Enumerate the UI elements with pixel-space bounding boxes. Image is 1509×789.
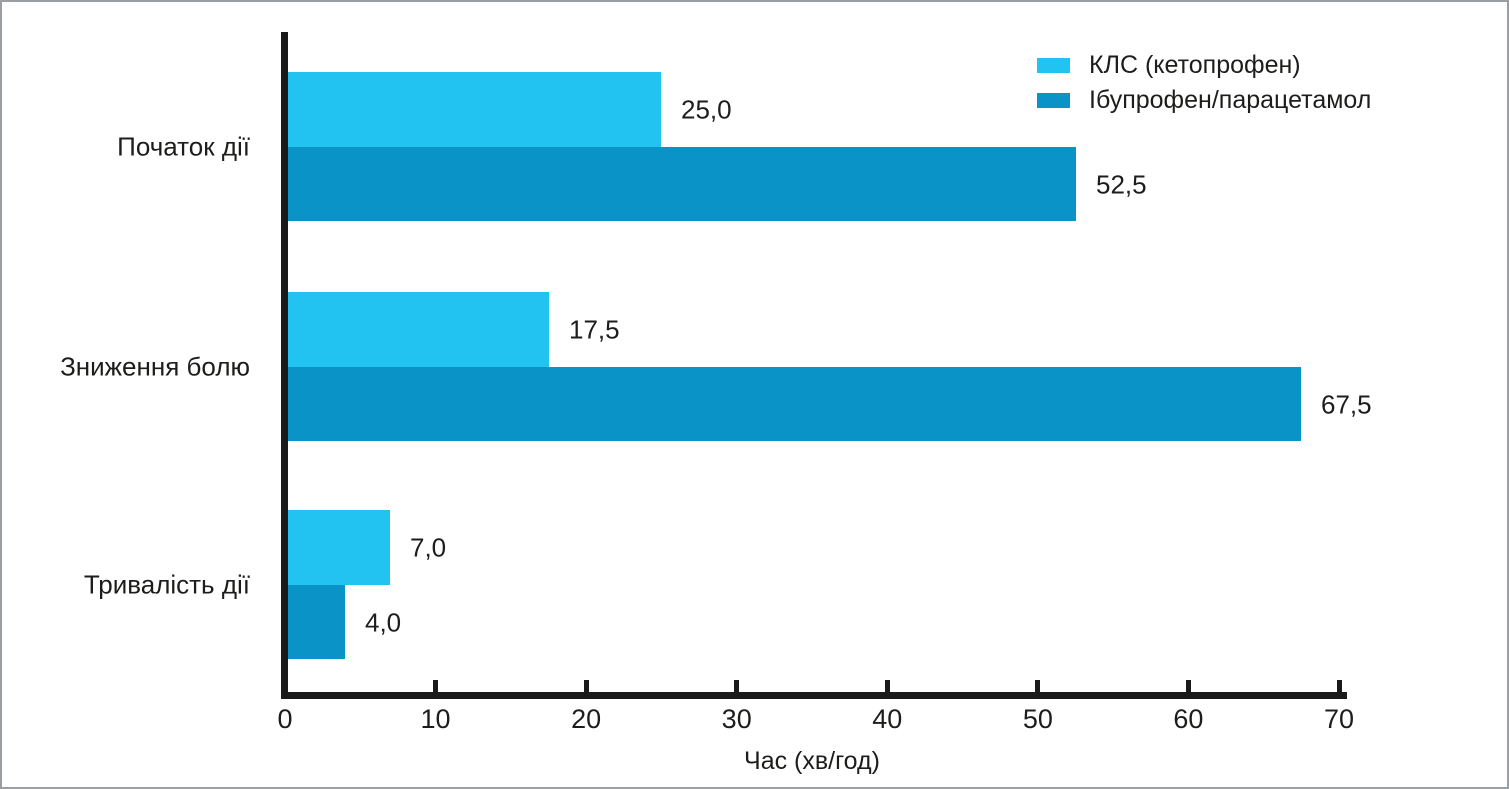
legend-item-series2: Ібупрофен/парацетамол xyxy=(1037,85,1372,115)
bar-series2-group1 xyxy=(288,147,1076,221)
legend-item-series1: КЛС (кетопрофен) xyxy=(1037,51,1371,80)
legend: КЛС (кетопрофен) Ібупрофен/парацетамол xyxy=(1037,51,1372,115)
value-label-series2-group2: 67,5 xyxy=(1321,389,1372,419)
x-tick-label-60: 60 xyxy=(1173,704,1204,734)
category-label-2: Зниження болю xyxy=(60,351,250,382)
x-tick-label-50: 50 xyxy=(1022,704,1053,734)
value-label-series1-group1: 25,0 xyxy=(681,94,732,124)
x-axis-title: Час (хв/год) xyxy=(744,747,880,775)
y-axis-line xyxy=(281,32,288,699)
x-tick-mark-70 xyxy=(1336,680,1342,692)
legend-swatch-series2 xyxy=(1037,92,1070,108)
x-tick-mark-50 xyxy=(1035,680,1041,692)
x-tick-label-40: 40 xyxy=(872,704,903,734)
x-tick-mark-30 xyxy=(734,680,740,692)
x-tick-mark-40 xyxy=(884,680,890,692)
x-tick-label-70: 70 xyxy=(1323,704,1355,734)
x-tick-label-20: 20 xyxy=(571,704,602,734)
legend-label-series1: КЛС (кетопрофен) xyxy=(1089,51,1301,79)
x-tick-label-30: 30 xyxy=(721,704,752,734)
value-label-series1-group2: 17,5 xyxy=(569,314,620,344)
value-label-series2-group1: 52,5 xyxy=(1096,169,1147,199)
bar-series2-group3 xyxy=(288,585,345,659)
bar-series2-group2 xyxy=(288,367,1301,441)
bar-series1-group1 xyxy=(288,72,661,147)
x-tick-mark-10 xyxy=(433,680,439,692)
value-label-series1-group3: 7,0 xyxy=(410,532,447,562)
legend-swatch-series1 xyxy=(1037,58,1070,74)
category-label-1: Початок дії xyxy=(117,131,250,162)
x-tick-label-10: 10 xyxy=(420,704,451,734)
bar-series1-group3 xyxy=(288,510,390,585)
x-axis-line xyxy=(281,692,1347,699)
value-label-series2-group3: 4,0 xyxy=(365,607,402,637)
x-tick-mark-60 xyxy=(1185,680,1191,692)
bar-series1-group2 xyxy=(288,292,549,367)
category-label-3: Тривалість дії xyxy=(83,569,250,600)
legend-label-series2: Ібупрофен/парацетамол xyxy=(1089,85,1372,114)
x-tick-mark-20 xyxy=(583,680,589,692)
x-tick-label-0: 0 xyxy=(277,704,293,734)
